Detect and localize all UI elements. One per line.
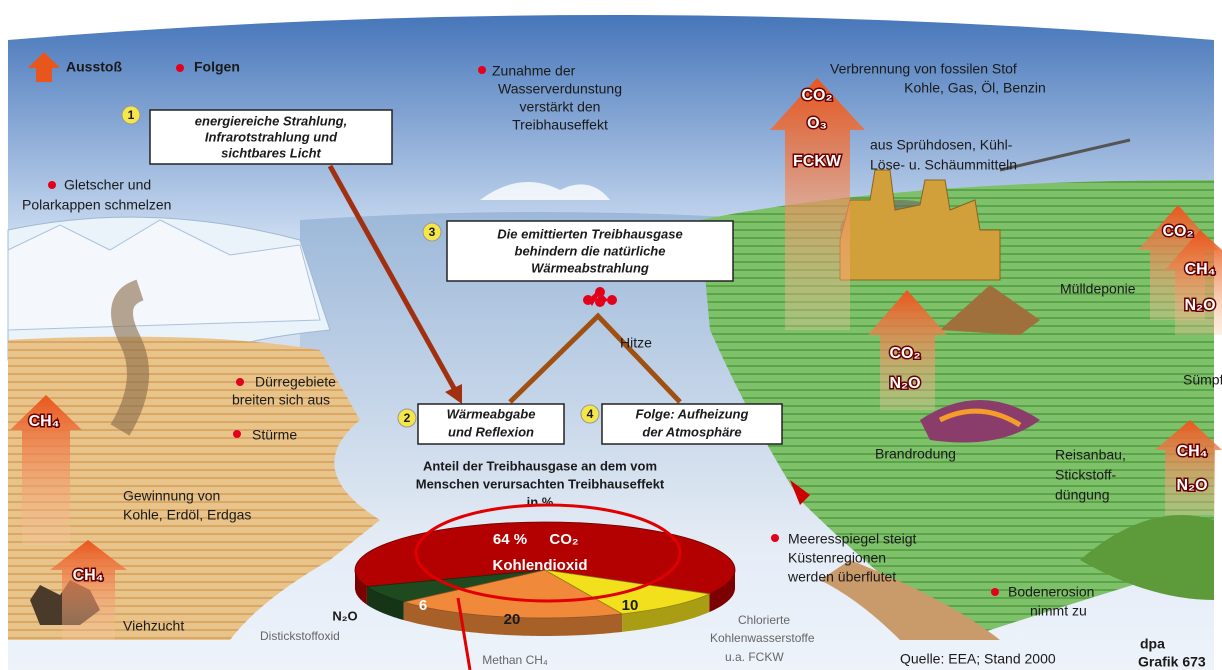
step-number: 2 [404, 411, 411, 425]
effect-text: Küstenregionen [788, 550, 886, 566]
effect-text: Bodenerosion [1008, 584, 1094, 600]
gas-label: N₂O [1176, 477, 1207, 494]
source-text: düngung [1055, 487, 1110, 503]
slice-value-label: 20 [504, 611, 521, 628]
effect-text: Stürme [252, 427, 297, 443]
step-number: 1 [128, 108, 135, 122]
effect-text: verstärkt den [520, 99, 601, 115]
gas-label: CO₂ [889, 345, 920, 362]
source-text: Stickstoff- [1055, 467, 1117, 483]
effect-text: werden überflutet [787, 569, 896, 585]
infographic: Ausstoß Folgen CO₂ O₃ FCKW CO₂ CH₄ N₂O C… [0, 0, 1222, 670]
slice-name: Chlorierte [738, 613, 790, 627]
source-text: Viehzucht [123, 618, 184, 634]
gas-label: CO₂ [1162, 223, 1193, 240]
source-text: Verbrennung von fossilen Stof [830, 61, 1017, 77]
effect-text: Treibhauseffekt [512, 117, 608, 133]
slice-formula: N₂O [332, 608, 357, 623]
effect-text: Meeresspiegel steigt [788, 531, 917, 547]
step-text: Infrarotstrahlung und [205, 129, 338, 144]
slice-value-label: 10 [622, 597, 639, 614]
source-text: Mülldeponie [1060, 281, 1136, 297]
legend-label: Ausstoß [66, 59, 122, 75]
source-note: Quelle: EEA; Stand 2000 [900, 651, 1056, 667]
step-text: Wärmeabgabe [447, 406, 536, 421]
effect-text: Polarkappen schmelzen [22, 197, 171, 213]
legend-dot [176, 64, 184, 72]
pie-title: Menschen verursachten Treibhauseffekt [416, 476, 665, 491]
source-text: Löse- u. Schäummitteln [870, 157, 1017, 173]
source-text: Kohle, Gas, Öl, Benzin [904, 79, 1046, 96]
source-text: Sümpfe [1183, 372, 1222, 388]
legend-label: Folgen [194, 59, 240, 75]
heat-label: Hitze [620, 335, 652, 351]
slice-name: Kohlendioxid [493, 557, 588, 574]
source-text: aus Sprühdosen, Kühl- [870, 137, 1013, 153]
slice-formula: CO₂ [549, 531, 578, 548]
gas-label: CH₄ [1185, 261, 1216, 278]
step-text: der Atmosphäre [642, 424, 741, 439]
effect-text: breiten sich aus [232, 392, 330, 408]
source-text: Kohle, Erdöl, Erdgas [123, 507, 251, 523]
step-text: behindern die natürliche [515, 243, 666, 258]
step-number: 3 [429, 225, 436, 239]
step-text: Folge: Aufheizung [636, 406, 749, 421]
step-text: sichtbares Licht [221, 145, 321, 160]
pie-title: in % [527, 494, 554, 509]
slice-name: u.a. FCKW [725, 650, 784, 664]
step-text: Die emittierten Treibhausgase [497, 226, 682, 241]
effect-text: Zunahme der [492, 63, 576, 79]
gas-label: CO₂ [801, 87, 832, 104]
pie-title: Anteil der Treibhausgase an dem vom [423, 458, 657, 473]
step-number: 4 [587, 407, 594, 421]
slice-value-label: 6 [419, 597, 427, 614]
pie-slices [355, 522, 735, 636]
slice-name: Distickstoffoxid [260, 629, 340, 643]
step-text: Wärmeabstrahlung [531, 260, 649, 275]
slice-value-label: 64 % [493, 531, 527, 548]
gas-label: N₂O [1184, 297, 1215, 314]
gas-label: O₃ [807, 115, 827, 132]
slice-name: Methan CH₄ [482, 653, 548, 667]
slice-name: Kohlenwasserstoffe [710, 631, 815, 645]
effect-text: nimmt zu [1030, 603, 1087, 619]
source-text: Reisanbau, [1055, 447, 1126, 463]
step-text: energiereiche Strahlung, [195, 113, 347, 128]
gas-label: N₂O [889, 375, 920, 392]
effect-text: Dürregebiete [255, 374, 336, 390]
gas-label: CH₄ [73, 567, 104, 584]
source-text: Brandrodung [875, 446, 956, 462]
source-text: Gewinnung von [123, 488, 220, 504]
gas-label: CH₄ [29, 413, 60, 430]
brand: dpa [1140, 636, 1165, 652]
gas-label: CH₄ [1177, 443, 1208, 460]
effect-text: Wasserverdunstung [498, 81, 622, 97]
gas-label: FCKW [793, 153, 842, 170]
graphic-id: Grafik 673 [1138, 654, 1206, 670]
effect-text: Gletscher und [64, 177, 151, 193]
step-text: und Reflexion [448, 424, 534, 439]
